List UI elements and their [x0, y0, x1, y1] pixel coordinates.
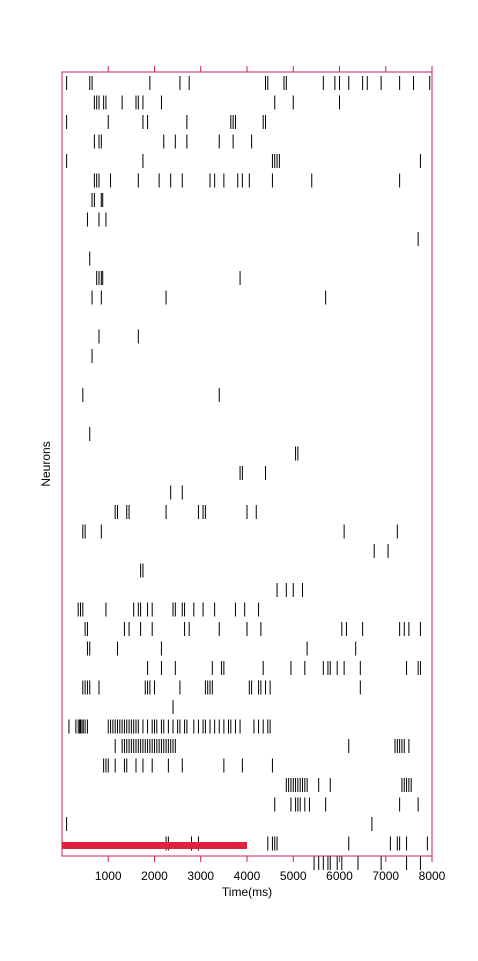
spike-marks: [67, 76, 430, 870]
x-tick-label: 1000: [95, 869, 122, 883]
stimulus-bar: [62, 842, 247, 849]
top-axis-ticks: [108, 66, 432, 72]
x-tick-label: 4000: [234, 869, 261, 883]
x-tick-label: 5000: [280, 869, 307, 883]
x-axis-label: Time(ms): [222, 885, 272, 899]
x-axis: 1000 2000 3000 4000 5000 6000 7000 8000: [95, 856, 446, 883]
plot-frame: [62, 72, 432, 856]
x-tick-label: 8000: [419, 869, 446, 883]
y-axis-label: Neurons: [39, 441, 53, 486]
x-tick-label: 3000: [187, 869, 214, 883]
x-tick-label: 7000: [372, 869, 399, 883]
x-tick-label: 2000: [141, 869, 168, 883]
x-tick-label: 6000: [326, 869, 353, 883]
